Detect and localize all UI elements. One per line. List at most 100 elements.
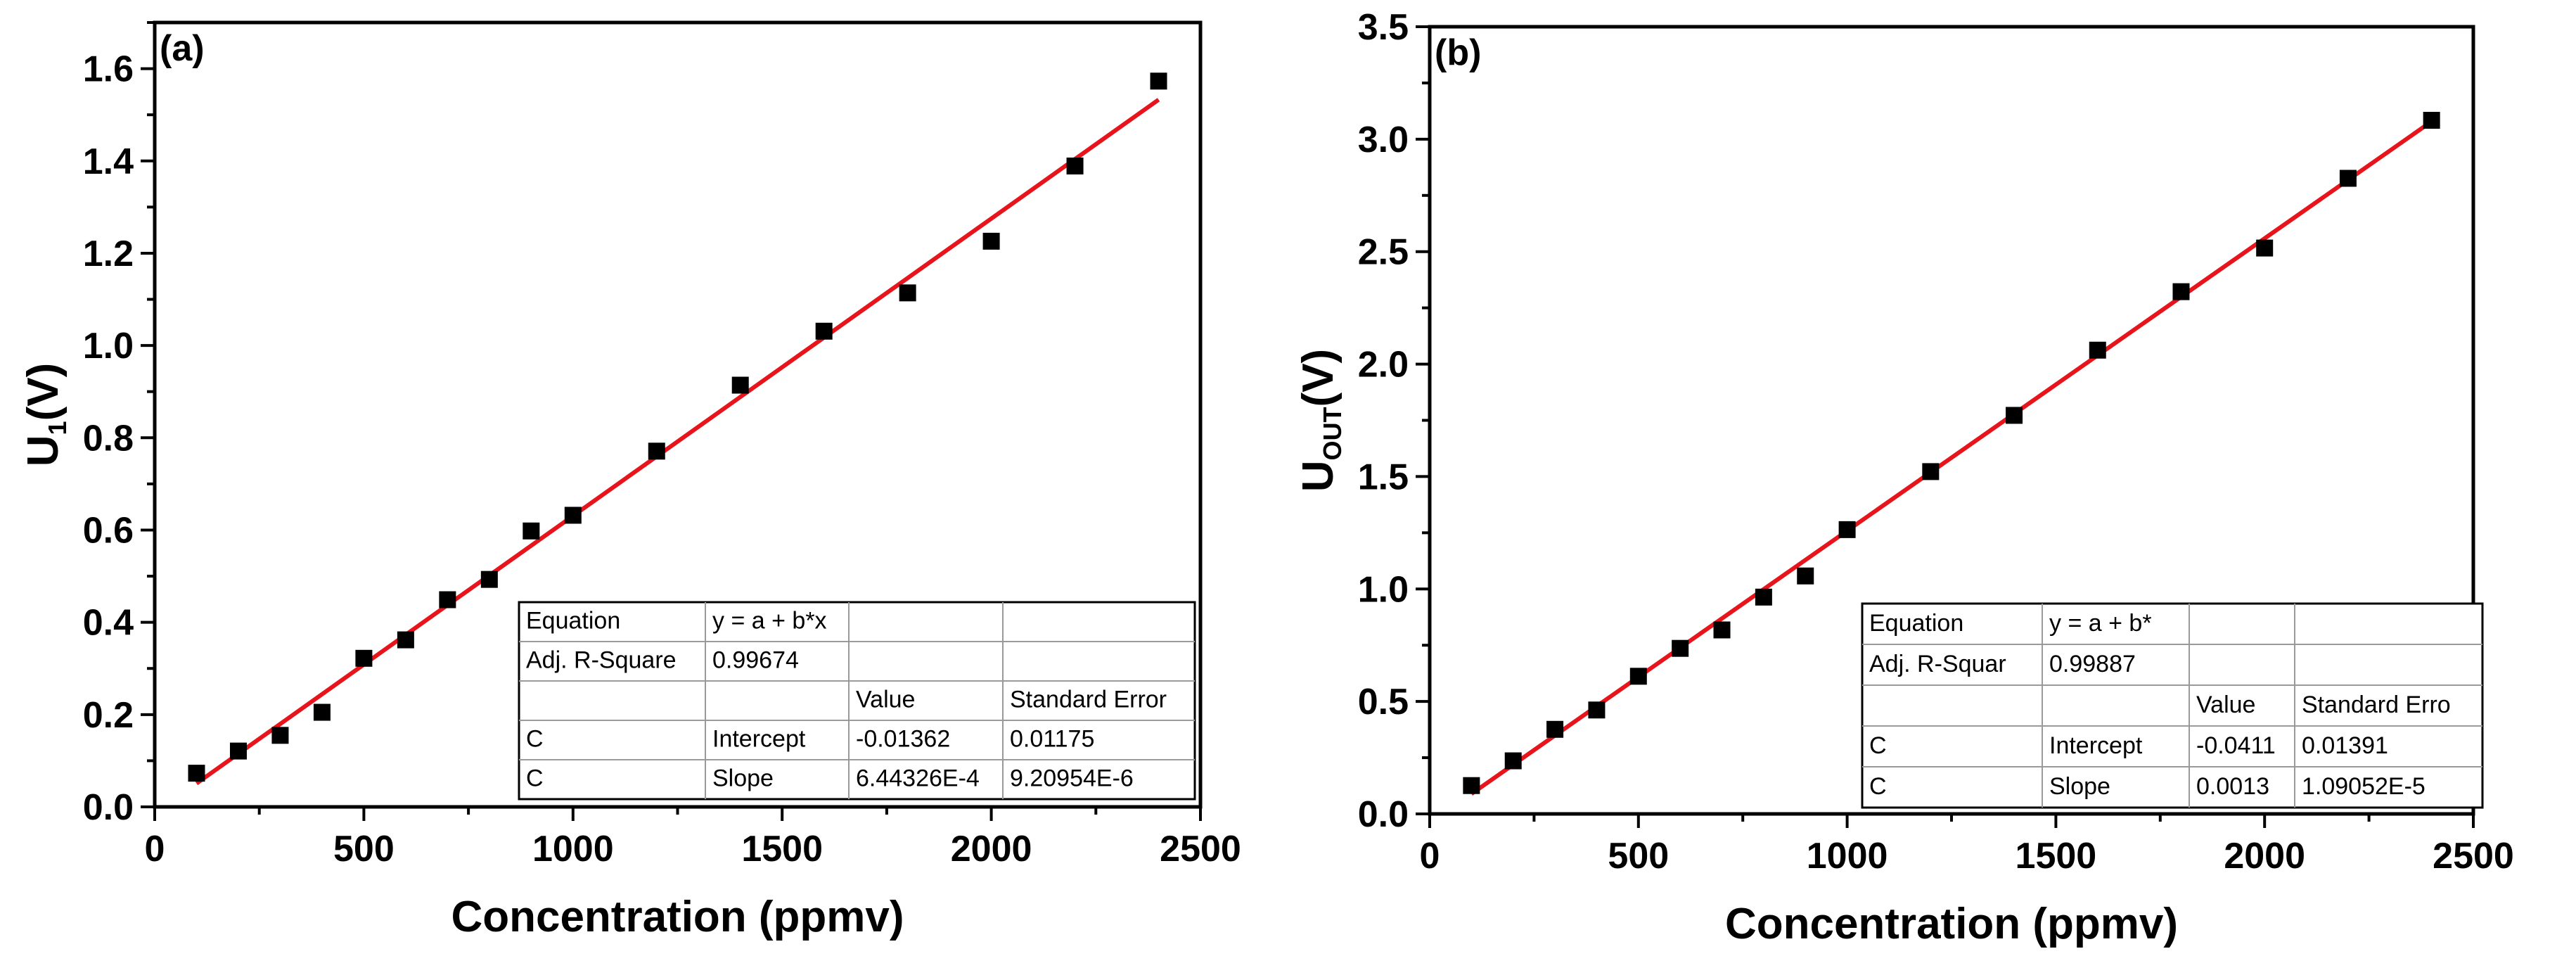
data-point — [2256, 239, 2274, 257]
table-cell: -0.01362 — [856, 726, 950, 753]
y-tick-label: 0.2 — [83, 695, 134, 736]
y-axis-label: UOUT(V) — [1294, 349, 1347, 492]
x-tick-label: 500 — [1608, 836, 1669, 877]
table-cell: C — [1869, 773, 1887, 800]
data-point — [271, 727, 289, 744]
data-point — [1922, 463, 1940, 480]
x-tick-label: 2000 — [2224, 836, 2305, 877]
table-cell: 9.20954E-6 — [1010, 765, 1134, 792]
data-point — [397, 631, 414, 649]
chart-a: 0 500 1000 1500 2000 2500 0.0 0.2 0.4 0.6 0.8 1.0 1.… — [19, 20, 1241, 941]
data-point — [313, 703, 331, 721]
y-tick-label: 3.5 — [1358, 7, 1409, 48]
y-tick-label: 1.2 — [83, 234, 134, 274]
y-tick-label: 0.0 — [83, 787, 134, 828]
y-axis-label: U1(V) — [19, 363, 72, 466]
data-point — [2089, 341, 2106, 359]
y-tick-label: 1.0 — [1358, 569, 1409, 610]
table-cell: 0.0013 — [2196, 773, 2269, 800]
data-point — [1463, 777, 1480, 794]
y-axis-label-main: U — [1294, 460, 1343, 492]
x-tick-label: 1500 — [2016, 836, 2097, 877]
table-cell: Value — [2196, 692, 2255, 718]
x-tick-label: 0 — [145, 829, 165, 869]
data-point — [899, 284, 916, 302]
table-cell: Equation — [1869, 610, 1963, 637]
data-point — [982, 232, 1000, 250]
y-tick-label: 0.0 — [1358, 794, 1409, 835]
data-point — [480, 571, 498, 588]
y-tick-label: 1.4 — [83, 141, 134, 182]
x-tick-label: 500 — [333, 829, 395, 869]
table-cell: 0.99887 — [2049, 651, 2136, 677]
data-point — [2423, 112, 2440, 129]
data-point — [564, 506, 582, 524]
y-tick-label: 1.0 — [83, 326, 134, 367]
table-cell: Value — [856, 687, 915, 713]
data-point — [648, 442, 665, 460]
y-axis-label-main: U — [19, 435, 68, 466]
data-point — [731, 376, 749, 394]
y-axis-label-subscript: OUT — [1318, 407, 1347, 460]
y-tick-label: 0.4 — [83, 603, 134, 644]
table-cell: C — [1869, 732, 1887, 759]
data-point — [1066, 157, 1084, 174]
y-axis-label-unit: (V) — [19, 363, 68, 421]
data-point — [1629, 668, 1647, 685]
data-point — [1504, 752, 1522, 770]
y-axis-label-subscript: 1 — [43, 421, 72, 435]
x-tick-label: 1000 — [1807, 836, 1888, 877]
data-point — [1672, 639, 1689, 657]
data-point — [523, 522, 540, 540]
x-tick-label: 2500 — [2433, 836, 2514, 877]
fit-table — [518, 601, 1196, 801]
x-axis-label: Concentration (ppmv) — [1725, 900, 2178, 948]
table-cell: Equation — [526, 608, 620, 635]
table-cell: 0.01175 — [1010, 726, 1094, 753]
table-cell: 6.44326E-4 — [856, 765, 980, 792]
data-point — [188, 765, 205, 782]
table-cell: -0.0411 — [2196, 732, 2276, 759]
table-cell: Standard Erro — [2302, 692, 2451, 718]
y-tick-label: 1.6 — [83, 49, 134, 90]
y-tick-label: 2.5 — [1358, 232, 1409, 273]
y-axis-label-unit: (V) — [1294, 349, 1343, 407]
table-cell: Standard Error — [1010, 687, 1167, 713]
data-point — [1588, 701, 1606, 719]
x-tick-label: 0 — [1420, 836, 1440, 877]
table-cell: C — [526, 726, 544, 753]
fit-table — [1861, 602, 2484, 809]
data-point — [439, 591, 456, 608]
data-point — [1713, 621, 1731, 639]
table-cell: C — [526, 765, 544, 792]
table-cell: y = a + b* — [2049, 610, 2152, 637]
data-point — [229, 742, 247, 760]
y-tick-label: 1.5 — [1358, 457, 1409, 497]
table-cell: Intercept — [2049, 732, 2143, 759]
y-tick-label: 0.6 — [83, 510, 134, 551]
table-cell: y = a + b*x — [712, 608, 827, 635]
data-point — [2006, 407, 2023, 424]
table-cell: Slope — [2049, 773, 2110, 800]
table-cell: Intercept — [712, 726, 806, 753]
data-point — [355, 649, 373, 667]
data-point — [2339, 170, 2357, 187]
table-cell: 1.09052E-5 — [2302, 773, 2426, 800]
data-point — [1546, 720, 1564, 738]
panel-label: (a) — [160, 28, 205, 69]
y-tick-label: 0.5 — [1358, 682, 1409, 722]
data-point — [815, 322, 833, 340]
data-point — [1797, 567, 1814, 585]
x-tick-label: 2500 — [1160, 829, 1241, 869]
table-cell: Adj. R-Square — [526, 647, 677, 674]
data-point — [1838, 521, 1856, 538]
x-axis-label: Concentration (ppmv) — [451, 893, 904, 941]
x-tick-label: 2000 — [951, 829, 1032, 869]
table-cell: 0.99674 — [712, 647, 799, 674]
y-tick-label: 0.8 — [83, 418, 134, 459]
x-tick-label: 1500 — [741, 829, 823, 869]
fit-line — [195, 98, 1160, 786]
panel-label: (b) — [1435, 32, 1481, 73]
y-tick-label: 2.0 — [1358, 345, 1409, 385]
